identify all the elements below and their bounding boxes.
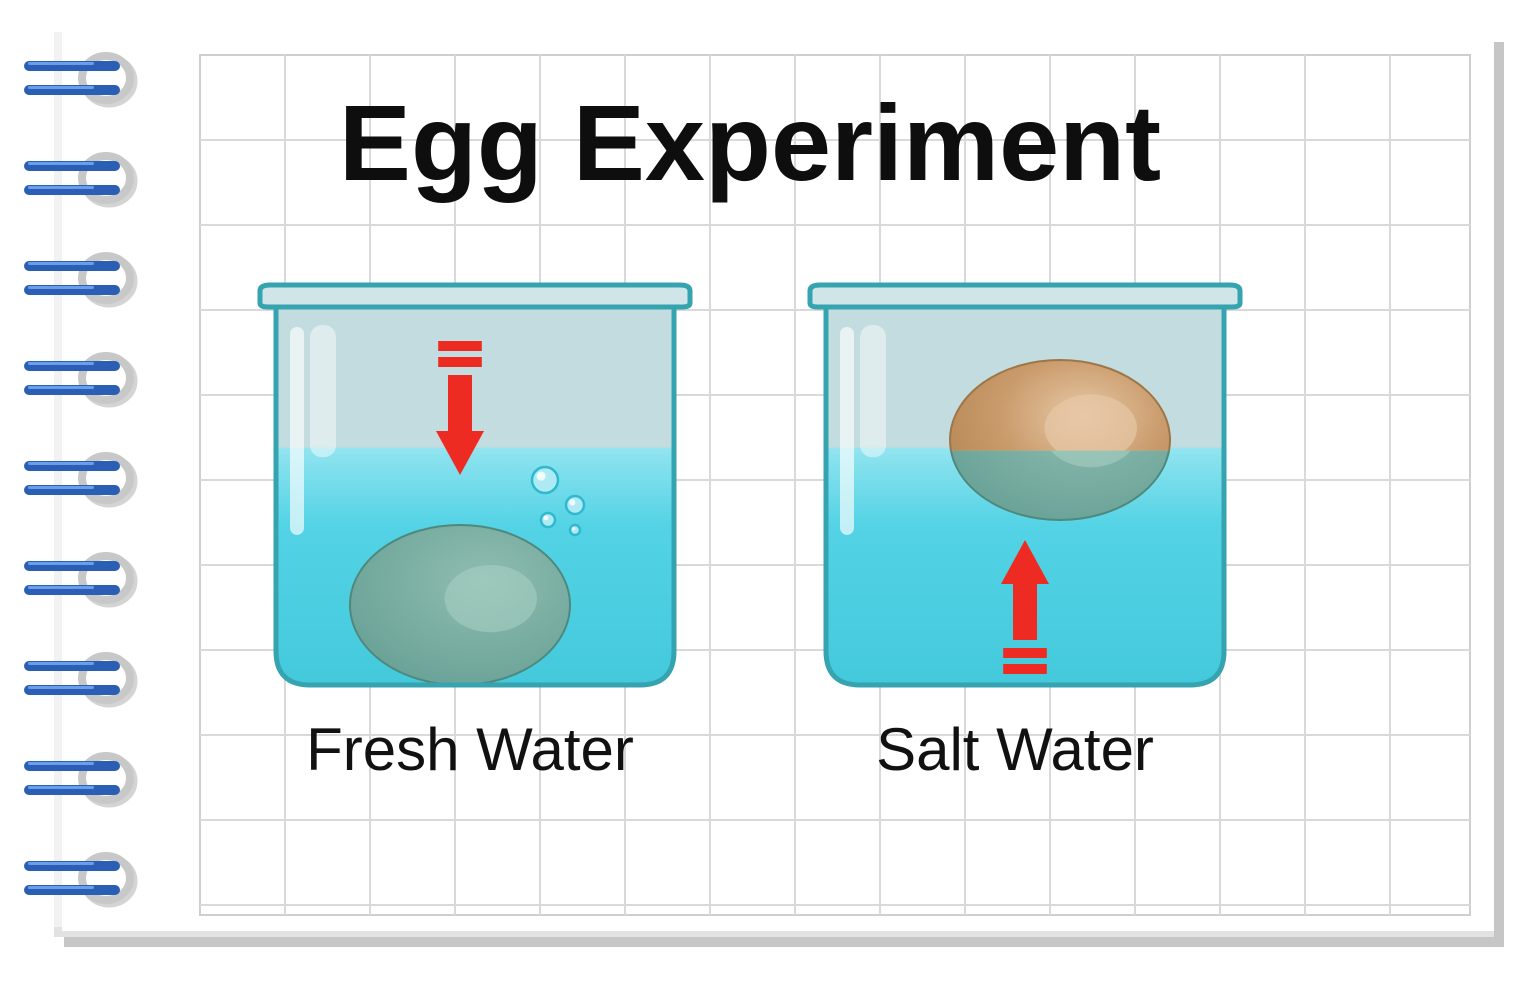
beaker-label-fresh: Fresh Water bbox=[306, 716, 634, 783]
bubble-icon bbox=[570, 525, 580, 535]
beaker-label-salt: Salt Water bbox=[876, 716, 1154, 783]
glass-highlight bbox=[840, 327, 854, 535]
bubble-icon bbox=[566, 496, 584, 514]
beaker-rim bbox=[810, 285, 1240, 307]
infographic-svg: Egg Experiment Fresh Water Salt Water bbox=[0, 0, 1516, 980]
beaker-fresh: Fresh Water bbox=[260, 285, 690, 829]
infographic-stage: Egg Experiment Fresh Water Salt Water bbox=[0, 0, 1516, 980]
page-title: Egg Experiment bbox=[339, 82, 1161, 203]
bubble-icon bbox=[532, 467, 558, 493]
glass-highlight bbox=[290, 327, 304, 535]
bubble-icon bbox=[541, 513, 555, 527]
beaker-rim bbox=[260, 285, 690, 307]
